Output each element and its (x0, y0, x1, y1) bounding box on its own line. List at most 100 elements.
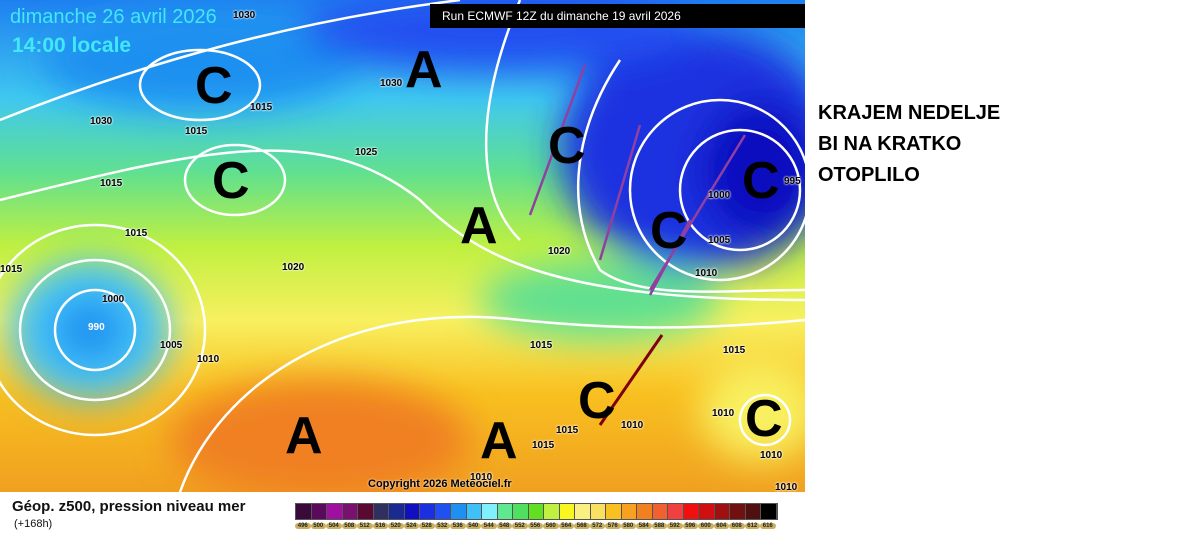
high-pressure-label: A (460, 197, 498, 255)
weather-map: dimanche 26 avril 2026 14:00 locale Run … (0, 0, 805, 492)
annotation-line: OTOPLILO (818, 164, 920, 186)
color-swatch (528, 504, 544, 519)
color-swatch (451, 504, 467, 519)
scale-tick-label: 580 (620, 523, 636, 529)
isobar-label: 1010 (470, 472, 493, 483)
annotation-line: KRAJEM NEDELJE (818, 102, 1001, 124)
color-swatch (311, 504, 327, 519)
annotation-text: KRAJEM NEDELJE BI NA KRATKO OTOPLILO (818, 98, 1000, 191)
scale-tick-label: 508 (341, 523, 357, 529)
annotation-line: BI NA KRATKO (818, 133, 962, 155)
color-swatch (559, 504, 575, 519)
isobar-label: 1015 (530, 340, 553, 351)
isobar-label: 1015 (723, 345, 746, 356)
color-swatch (730, 504, 746, 519)
isobar-label: 1015 (125, 228, 148, 239)
scale-tick-label: 536 (450, 523, 466, 529)
isobar-label: 1015 (532, 440, 555, 451)
isobar-label: 1010 (712, 408, 735, 419)
color-swatch (466, 504, 482, 519)
color-swatch (652, 504, 668, 519)
isobar-label: 1015 (0, 264, 23, 275)
isobar-label: 1015 (100, 178, 123, 189)
isobar-label: 995 (784, 176, 801, 187)
model-run-label: Run ECMWF 12Z du dimanche 19 avril 2026 (430, 4, 805, 28)
color-swatch (544, 504, 560, 519)
isobar-label: 1010 (760, 450, 783, 461)
scale-tick-label: 576 (605, 523, 621, 529)
scale-tick-label: 604 (713, 523, 729, 529)
color-swatch (621, 504, 637, 519)
scale-tick-label: 608 (729, 523, 745, 529)
scale-tick-label: 560 (543, 523, 559, 529)
scale-tick-label: 564 (558, 523, 574, 529)
isobar-label: 1005 (160, 340, 183, 351)
low-pressure-label: C (212, 152, 250, 210)
scale-tick-label: 556 (527, 523, 543, 529)
color-swatch (606, 504, 622, 519)
color-swatch (575, 504, 591, 519)
isobar-label: 1015 (556, 425, 579, 436)
color-swatch (745, 504, 761, 519)
copyright: Copyright 2026 Meteociel.fr (368, 478, 512, 490)
scale-tick-label: 596 (682, 523, 698, 529)
color-scale (295, 503, 778, 520)
isobar-label: 1015 (185, 126, 208, 137)
forecast-time: 14:00 locale (12, 34, 132, 57)
isobar-label: 1000 (102, 294, 125, 305)
isobar-label: 1030 (233, 10, 256, 21)
isobar-label: 1000 (708, 190, 731, 201)
scale-tick-label: 496 (295, 523, 311, 529)
color-swatch (358, 504, 374, 519)
color-swatch (699, 504, 715, 519)
color-swatch (497, 504, 513, 519)
isobar-label: 1020 (282, 262, 305, 273)
low-pressure-label: C (195, 57, 233, 115)
color-swatch (637, 504, 653, 519)
isobar-label: 1015 (250, 102, 273, 113)
color-swatch (296, 504, 312, 519)
scale-tick-label: 528 (419, 523, 435, 529)
color-swatch (714, 504, 730, 519)
scale-tick-label: 548 (496, 523, 512, 529)
scale-tick-label: 568 (574, 523, 590, 529)
forecast-date: dimanche 26 avril 2026 (10, 6, 217, 28)
legend-title: Géop. z500, pression niveau mer (12, 498, 246, 515)
scale-tick-label: 544 (481, 523, 497, 529)
color-swatch (435, 504, 451, 519)
isobar-label: 1030 (380, 78, 403, 89)
color-swatch (373, 504, 389, 519)
low-pressure-label: C (745, 390, 783, 448)
color-swatch (668, 504, 684, 519)
scale-tick-label: 572 (589, 523, 605, 529)
color-swatch (683, 504, 699, 519)
isobar-label: 1010 (695, 268, 718, 279)
color-swatch (389, 504, 405, 519)
isobar-label: 1010 (197, 354, 220, 365)
legend-subtitle: (+168h) (14, 518, 53, 530)
scale-tick-label: 584 (636, 523, 652, 529)
scale-tick-label: 600 (698, 523, 714, 529)
color-swatch (327, 504, 343, 519)
color-swatch (342, 504, 358, 519)
geopotential-field (0, 0, 805, 492)
high-pressure-label: A (285, 407, 323, 465)
scale-tick-label: 540 (465, 523, 481, 529)
isobar-label: 1030 (90, 116, 113, 127)
isobar-label: 1005 (708, 235, 731, 246)
isobar-label: 990 (88, 322, 105, 333)
low-pressure-label: C (548, 117, 586, 175)
scale-tick-label: 552 (512, 523, 528, 529)
scale-tick-label: 588 (651, 523, 667, 529)
color-swatch (404, 504, 420, 519)
low-pressure-label: C (578, 372, 616, 430)
color-scale-ticks: 496 500 504 508 512 516 520 524 528 532 536 540 544 5… (295, 523, 776, 529)
scale-tick-label: 500 (310, 523, 326, 529)
scale-tick-label: 520 (388, 523, 404, 529)
color-swatch (761, 504, 777, 519)
color-swatch (590, 504, 606, 519)
scale-tick-label: 612 (744, 523, 760, 529)
scale-tick-label: 516 (372, 523, 388, 529)
isobar-label: 1010 (621, 420, 644, 431)
scale-tick-label: 504 (326, 523, 342, 529)
